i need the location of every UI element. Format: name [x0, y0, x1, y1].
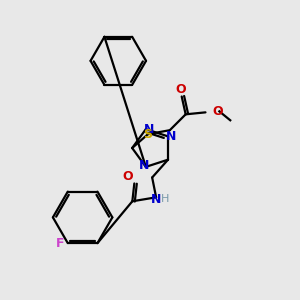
Text: N: N — [151, 193, 161, 206]
Text: S: S — [143, 128, 152, 141]
Text: H: H — [161, 194, 169, 204]
Text: N: N — [166, 130, 176, 143]
Text: N: N — [144, 123, 154, 136]
Text: O: O — [212, 105, 223, 118]
Text: F: F — [56, 237, 64, 250]
Text: O: O — [176, 83, 186, 96]
Text: O: O — [122, 170, 133, 183]
Text: N: N — [139, 159, 149, 172]
